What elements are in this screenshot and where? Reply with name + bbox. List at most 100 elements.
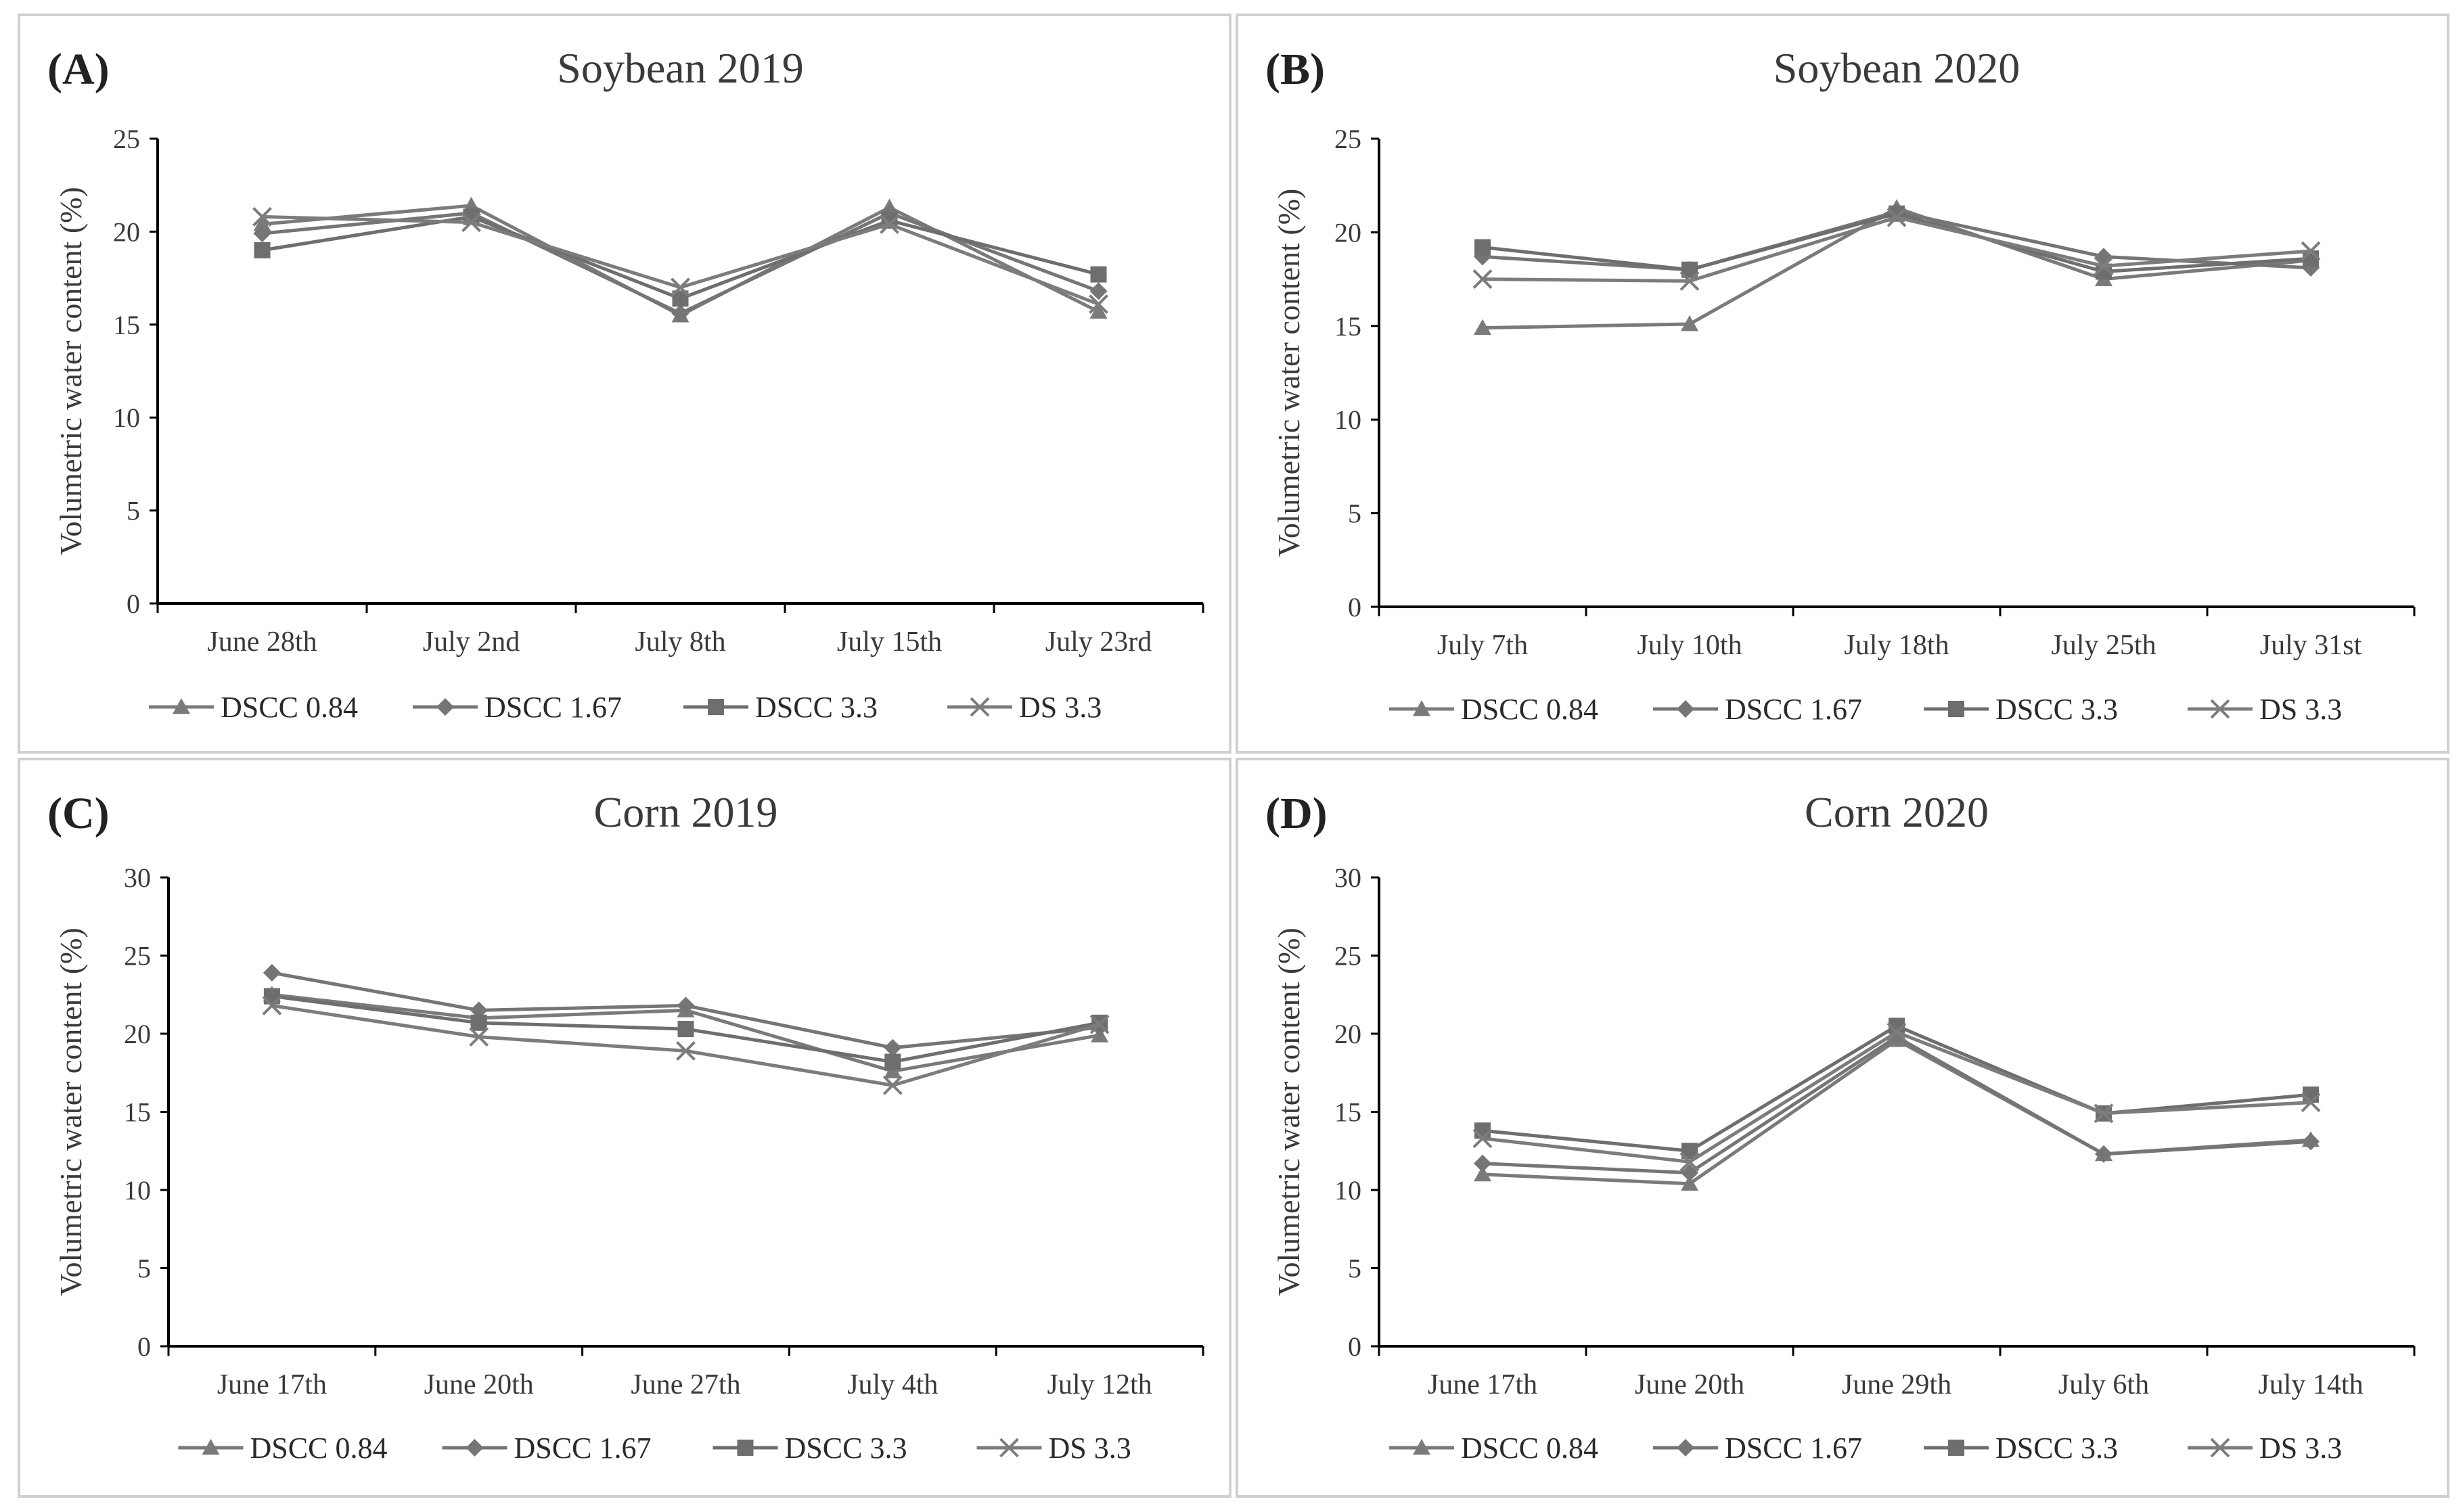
x-tick-label: July 6th xyxy=(2058,1369,2149,1400)
series-ds-3-3 xyxy=(252,207,1108,314)
y-tick-label: 15 xyxy=(124,1097,151,1128)
data-point xyxy=(253,225,271,243)
y-tick-label: 0 xyxy=(1348,1331,1361,1362)
panel-label: (C) xyxy=(47,789,110,838)
data-point xyxy=(2095,1145,2112,1163)
legend-marker xyxy=(173,698,190,714)
legend: DSCC 0.84 DSCC 1.67 DSCC 3.3 DS 3.3 xyxy=(1389,1431,2342,1465)
legend-item: DSCC 3.3 xyxy=(713,1431,907,1465)
legend-marker xyxy=(1677,1439,1694,1457)
legend-item: DSCC 1.67 xyxy=(1653,693,1862,726)
data-point xyxy=(263,963,281,982)
legend-label: DS 3.3 xyxy=(2259,1431,2342,1465)
data-point xyxy=(884,1038,902,1057)
legend: DSCC 0.84 DSCC 1.67 DSCC 3.3 DS 3.3 xyxy=(1389,693,2342,726)
legend-marker xyxy=(2210,699,2230,719)
data-point xyxy=(2301,1093,2321,1113)
x-tick-label: June 28th xyxy=(207,626,317,658)
legend-marker xyxy=(999,1438,1019,1458)
data-point xyxy=(470,1014,487,1031)
x-tick-label: July 12th xyxy=(1047,1369,1152,1400)
legend-label: DSCC 1.67 xyxy=(484,691,622,724)
legend-marker xyxy=(1677,700,1694,718)
data-point xyxy=(1089,282,1108,300)
data-point xyxy=(1089,1014,1110,1034)
legend-label: DSCC 3.3 xyxy=(1995,693,2118,726)
legend-label: DS 3.3 xyxy=(1049,1431,1131,1465)
legend-item: DSCC 0.84 xyxy=(1389,1431,1598,1465)
panel-label: (B) xyxy=(1265,45,1325,94)
data-point xyxy=(461,212,481,233)
data-point xyxy=(2303,1086,2319,1103)
legend-label: DSCC 3.3 xyxy=(755,691,878,724)
panel-border xyxy=(18,758,1232,1498)
y-tick-label: 20 xyxy=(113,216,140,247)
legend-label: DSCC 0.84 xyxy=(250,1431,388,1465)
legend-marker xyxy=(466,1439,484,1457)
legend-label: DSCC 0.84 xyxy=(1461,693,1598,726)
legend-item: DSCC 1.67 xyxy=(442,1431,651,1465)
data-point xyxy=(1474,239,1491,256)
x-tick-label: June 29th xyxy=(1842,1369,1951,1400)
y-tick-label: 20 xyxy=(1334,217,1361,248)
chart-panel-a: (A) Soybean 2019 Volumetric water content … xyxy=(18,14,1232,754)
data-point xyxy=(676,1040,696,1061)
x-tick-label: June 17th xyxy=(217,1369,327,1400)
y-tick-label: 15 xyxy=(1334,1097,1361,1128)
legend-marker xyxy=(1413,700,1430,716)
y-tick-label: 5 xyxy=(1348,1254,1361,1284)
legend-item: DSCC 0.84 xyxy=(178,1431,388,1465)
legend-marker xyxy=(1948,1440,1964,1456)
legend-item: DSCC 0.84 xyxy=(1389,693,1598,726)
data-point xyxy=(1474,1122,1491,1139)
y-tick-label: 20 xyxy=(124,1019,151,1049)
data-point xyxy=(1090,266,1107,283)
data-point xyxy=(1681,1164,1698,1182)
x-tick-label: June 20th xyxy=(1635,1369,1744,1400)
data-point xyxy=(2094,1103,2114,1124)
legend-label: DSCC 1.67 xyxy=(1725,1431,1862,1465)
legend-marker xyxy=(737,1440,754,1456)
data-point xyxy=(2301,241,2321,261)
series-dscc-0-84 xyxy=(1474,1031,2320,1191)
data-point xyxy=(1679,271,1700,291)
series-ds-3-3 xyxy=(262,996,1110,1095)
y-tick-label: 0 xyxy=(1348,592,1361,622)
chart-title: Soybean 2020 xyxy=(1773,44,2020,92)
y-tick-label: 30 xyxy=(1334,863,1361,893)
data-point xyxy=(1472,269,1493,290)
data-point xyxy=(2302,1132,2320,1151)
legend-item: DSCC 3.3 xyxy=(1924,1431,2118,1465)
data-point xyxy=(884,1053,901,1070)
data-point xyxy=(252,207,272,227)
series-line xyxy=(1482,1038,2311,1186)
legend-label: DSCC 1.67 xyxy=(1725,693,1862,726)
data-point xyxy=(2094,256,2114,276)
x-tick-label: July 31st xyxy=(2260,630,2362,661)
data-point xyxy=(2095,248,2112,266)
y-tick-label: 25 xyxy=(1334,941,1361,971)
legend-label: DSCC 0.84 xyxy=(1461,1431,1598,1465)
data-point xyxy=(262,996,282,1015)
panel-label: (D) xyxy=(1265,789,1328,838)
x-tick-label: July 8th xyxy=(635,626,725,658)
data-point xyxy=(1886,1022,1907,1043)
series-ds-3-3 xyxy=(1472,207,2321,291)
data-point xyxy=(677,996,695,1015)
legend-label: DS 3.3 xyxy=(1019,691,1102,724)
data-point xyxy=(254,242,271,258)
series-dscc-1-67 xyxy=(1474,1028,2320,1182)
legend-marker xyxy=(202,1439,220,1455)
data-point xyxy=(1089,302,1108,319)
legend-marker xyxy=(970,697,990,717)
y-tick-label: 20 xyxy=(1334,1019,1361,1049)
legend-item: DS 3.3 xyxy=(2188,693,2342,726)
y-tick-label: 0 xyxy=(137,1331,151,1362)
data-point xyxy=(1681,315,1698,331)
legend: DSCC 0.84 DSCC 1.67 DSCC 3.3 DS 3.3 xyxy=(178,1431,1131,1465)
legend-label: DSCC 0.84 xyxy=(221,691,358,724)
legend-item: DS 3.3 xyxy=(947,691,1102,724)
x-tick-label: July 25th xyxy=(2051,630,2156,661)
chart-title: Soybean 2019 xyxy=(557,44,803,92)
data-point xyxy=(263,988,280,1005)
